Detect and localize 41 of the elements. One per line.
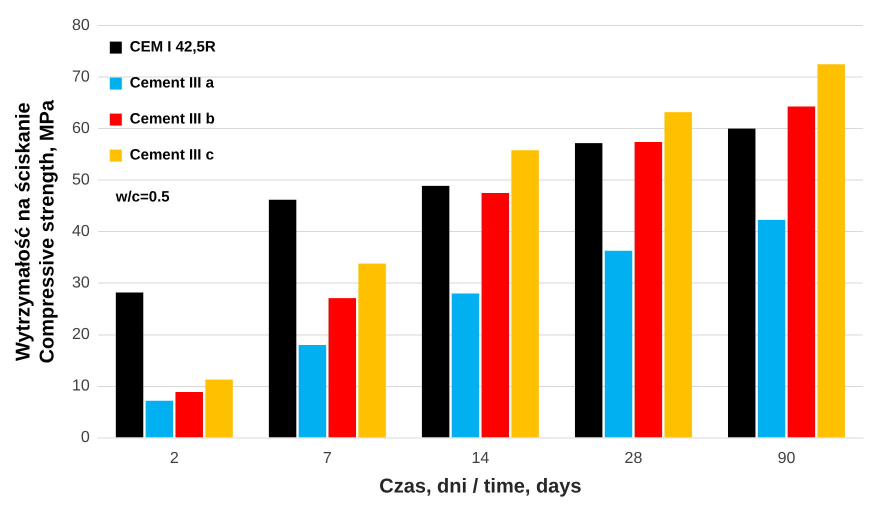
bar xyxy=(604,250,632,438)
y-tick-label: 70 xyxy=(72,68,90,86)
bar xyxy=(452,294,480,438)
x-tick-label: 2 xyxy=(170,450,179,467)
bar xyxy=(358,264,386,438)
bar xyxy=(511,150,539,438)
x-tick-label: 14 xyxy=(472,450,490,467)
bar xyxy=(758,220,786,438)
y-tick-label: 20 xyxy=(72,326,90,344)
bar xyxy=(574,143,602,438)
bar xyxy=(298,345,326,438)
legend-label: Cement III c xyxy=(130,146,214,164)
bar xyxy=(664,112,692,438)
y-tick-label: 30 xyxy=(72,274,90,292)
x-tick-label: 28 xyxy=(624,450,642,467)
legend-label: Cement III a xyxy=(130,74,215,92)
x-tick-label: 7 xyxy=(322,450,332,467)
bar xyxy=(788,106,816,438)
bar xyxy=(205,380,233,438)
y-tick-label: 0 xyxy=(80,429,90,446)
bar xyxy=(818,64,845,438)
bar xyxy=(634,142,662,438)
bar xyxy=(728,128,756,438)
annotation: w/c=0.5 xyxy=(114,188,170,206)
bar xyxy=(328,298,356,438)
bar xyxy=(176,392,203,438)
y-tick-label: 40 xyxy=(72,223,90,240)
bar xyxy=(146,400,174,438)
y-axis-title: Wytrzymałość na ściskanie Compressive strength, MPa xyxy=(12,99,59,364)
y-tick-label: 60 xyxy=(72,120,90,138)
y-tick-label: 50 xyxy=(72,172,90,189)
x-tick-label: 90 xyxy=(778,450,796,467)
bar xyxy=(268,200,296,438)
bar xyxy=(482,193,510,438)
legend-label: Cement III b xyxy=(130,110,215,128)
y-tick-label: 80 xyxy=(72,17,90,34)
y-tick-label: 10 xyxy=(72,378,90,395)
x-axis-title: Czas, dni / time, days xyxy=(379,476,582,498)
bar xyxy=(116,292,144,438)
legend-label: CEM I 42,5R xyxy=(130,38,216,56)
bar xyxy=(422,186,450,438)
